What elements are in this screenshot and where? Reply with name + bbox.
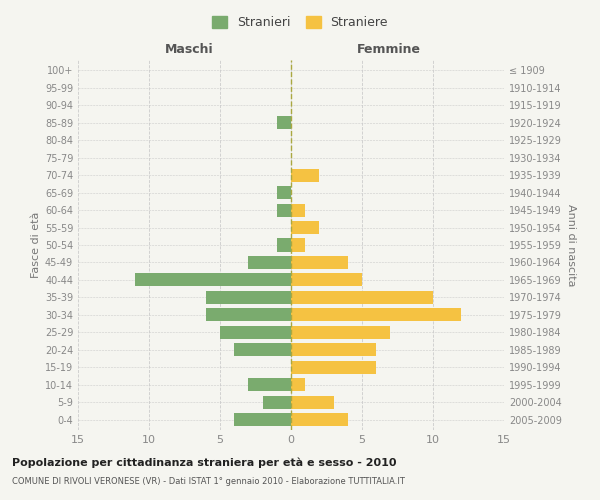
Legend: Stranieri, Straniere: Stranieri, Straniere [207,11,393,34]
Bar [291,326,391,339]
Bar [291,308,461,322]
Bar [206,308,291,322]
Bar [248,256,291,269]
Y-axis label: Fasce di età: Fasce di età [31,212,41,278]
Bar [291,378,305,391]
Text: Maschi: Maschi [164,44,213,57]
Bar [263,396,291,408]
Bar [277,186,291,199]
Bar [234,343,291,356]
Bar [291,274,362,286]
Y-axis label: Anni di nascita: Anni di nascita [566,204,575,286]
Bar [277,116,291,130]
Bar [291,343,376,356]
Bar [206,291,291,304]
Text: COMUNE DI RIVOLI VERONESE (VR) - Dati ISTAT 1° gennaio 2010 - Elaborazione TUTTI: COMUNE DI RIVOLI VERONESE (VR) - Dati IS… [12,478,405,486]
Text: Popolazione per cittadinanza straniera per età e sesso - 2010: Popolazione per cittadinanza straniera p… [12,458,397,468]
Bar [135,274,291,286]
Bar [291,204,305,216]
Bar [291,221,319,234]
Bar [277,238,291,252]
Bar [291,238,305,252]
Bar [234,413,291,426]
Bar [291,396,334,408]
Bar [277,204,291,216]
Bar [220,326,291,339]
Bar [248,378,291,391]
Bar [291,291,433,304]
Bar [291,256,348,269]
Bar [291,168,319,181]
Bar [291,360,376,374]
Bar [291,413,348,426]
Text: Femmine: Femmine [357,44,421,57]
